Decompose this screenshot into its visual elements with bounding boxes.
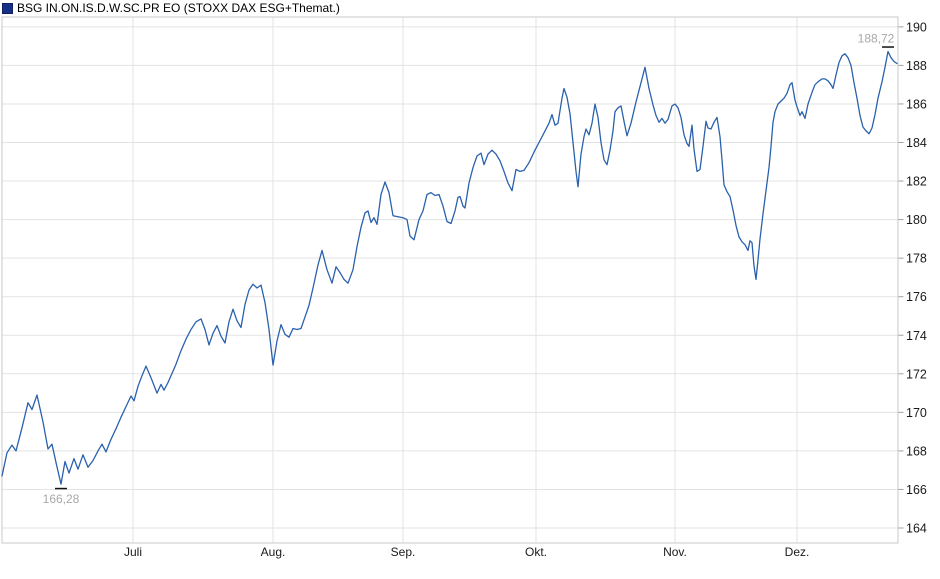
y-axis-label: 166 (906, 483, 927, 497)
y-axis-label: 180 (906, 213, 927, 227)
y-axis-label: 168 (906, 444, 927, 458)
chart-title: BSG IN.ON.IS.D.W.SC.PR EO (STOXX DAX ESG… (17, 1, 340, 15)
high-annotation-label: 188,72 (858, 32, 895, 46)
y-axis-label: 184 (906, 136, 927, 150)
y-axis-label: 178 (906, 252, 927, 266)
price-line (1, 50, 898, 485)
y-axis-label: 186 (906, 97, 927, 111)
y-axis-label: 170 (906, 406, 927, 420)
chart-header: BSG IN.ON.IS.D.W.SC.PR EO (STOXX DAX ESG… (2, 1, 340, 15)
y-axis-label: 190 (906, 20, 927, 34)
y-axis-label: 164 (906, 522, 927, 536)
x-axis-label: Juli (124, 545, 142, 559)
x-axis-label: Sep. (391, 545, 416, 559)
y-axis-label: 174 (906, 329, 927, 343)
y-axis-label: 172 (906, 367, 927, 381)
y-axis-label: 176 (906, 290, 927, 304)
series-legend-bullet-icon (2, 3, 13, 14)
x-axis-label: Nov. (663, 545, 687, 559)
y-axis-label: 188 (906, 59, 927, 73)
x-axis-label: Dez. (785, 545, 810, 559)
x-axis-label: Aug. (261, 545, 286, 559)
plot-frame (1, 16, 899, 544)
x-axis-label: Okt. (525, 545, 547, 559)
y-axis-label: 182 (906, 175, 927, 189)
low-annotation-label: 166,28 (43, 492, 80, 506)
